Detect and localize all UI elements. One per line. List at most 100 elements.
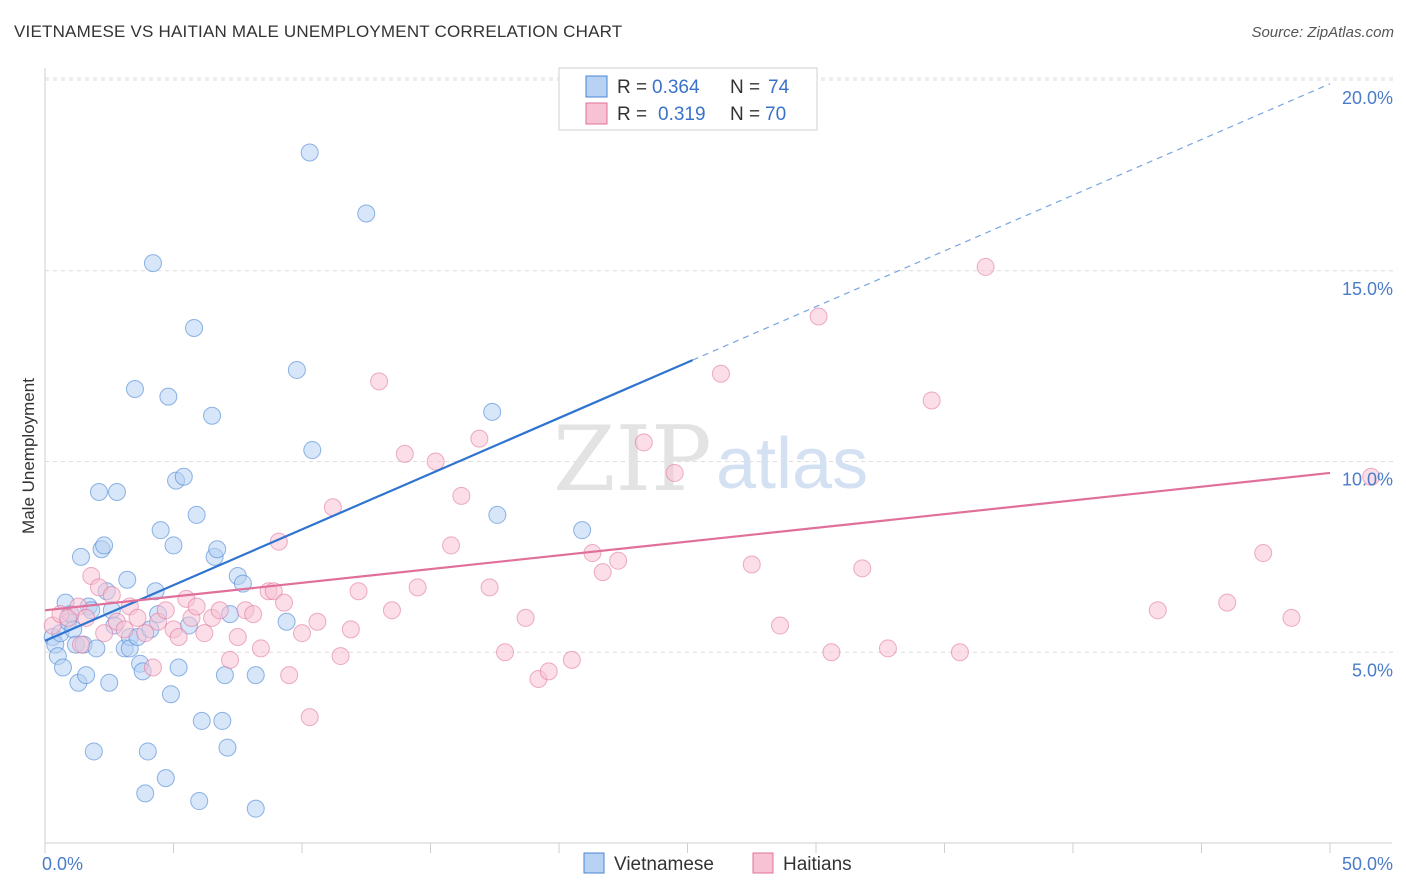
vietnamese-point (190, 792, 209, 811)
y-axis-label: Male Unemployment (19, 378, 38, 534)
legend-bottom-vietnamese: Vietnamese (614, 854, 714, 875)
vietnamese-point (303, 441, 322, 460)
haitians-point (516, 608, 535, 627)
haitians-point (382, 601, 401, 620)
haitians-point (136, 624, 155, 643)
vietnamese-point (187, 505, 206, 524)
haitians-point (293, 624, 311, 643)
haitians-point (742, 555, 761, 574)
vietnamese-point (164, 536, 183, 555)
legend-bottom-haitians: Haitians (783, 854, 852, 875)
legend-bottom-swatch-vietnamese (583, 852, 605, 874)
vietnamese-point (136, 784, 155, 803)
haitians-point (349, 582, 368, 601)
haitians-point (228, 627, 247, 646)
legend-n-label-haitians: N = (730, 104, 760, 125)
vietnamese-point (143, 254, 162, 273)
haitians-point (634, 433, 653, 452)
legend-bottom-swatch-haitians (752, 852, 774, 874)
haitians-point (331, 647, 350, 666)
vietnamese-point (161, 685, 180, 704)
y-tick-label-5: 5.0% (1352, 660, 1393, 680)
trend-lines (44, 83, 1331, 642)
legend-r-label-haitians: R = (617, 104, 647, 125)
haitians-point (143, 658, 162, 677)
vietnamese-point (192, 711, 211, 730)
haitians-point (480, 578, 499, 597)
tick-labels: 5.0% 10.0% 15.0% 20.0% 0.0% 50.0% (42, 88, 1393, 874)
haitians-point (71, 635, 90, 654)
haitians-point (221, 650, 240, 669)
legend-r-value-haitians: 0.319 (658, 104, 706, 125)
legend-r-label-vietnamese: R = (617, 77, 647, 98)
legend-n-value-haitians: 70 (765, 104, 786, 125)
watermark-atlas: atlas (716, 424, 868, 504)
haitians-point (442, 536, 461, 555)
haitians-point (210, 601, 229, 620)
vietnamese-point (246, 666, 265, 685)
haitians-point (1218, 593, 1237, 612)
y-tick-label-10: 10.0% (1342, 470, 1393, 490)
haitians-point (275, 593, 294, 612)
vietnamese-point (84, 742, 103, 761)
haitians-point (244, 605, 263, 624)
haitians-point (822, 643, 841, 662)
vietnamese-point (483, 402, 502, 421)
source-credit: Source: ZipAtlas.com (1251, 24, 1394, 41)
vietnamese-point (100, 673, 119, 692)
haitians-point (665, 463, 684, 482)
haitians-point (1282, 608, 1301, 627)
vietnamese-point (95, 536, 114, 555)
haitians-trend-line (44, 471, 1331, 612)
haitians-point (539, 662, 558, 681)
haitians-point (115, 620, 134, 639)
haitians-point (308, 612, 327, 631)
haitians-point (95, 624, 114, 643)
vietnamese-trend-line (44, 359, 694, 642)
haitians-point (187, 597, 206, 616)
legend-n-value-vietnamese: 74 (768, 77, 790, 98)
haitians-point (370, 372, 389, 391)
vietnamese-point (185, 318, 204, 337)
haitians-point (878, 639, 897, 658)
vietnamese-point (357, 204, 376, 223)
vietnamese-point (213, 711, 232, 730)
vietnamese-point (125, 380, 144, 399)
haitians-points (43, 257, 1381, 727)
vietnamese-point (138, 742, 157, 761)
haitians-point (128, 608, 147, 627)
vietnamese-point (89, 483, 108, 502)
haitians-point (59, 608, 78, 627)
haitians-point (426, 452, 445, 471)
vietnamese-point (87, 639, 106, 658)
haitians-point (809, 307, 828, 326)
haitians-point (950, 643, 969, 662)
vietnamese-point (287, 360, 306, 379)
vietnamese-point (203, 406, 222, 425)
haitians-point (976, 257, 995, 276)
watermark: ZIP atlas (553, 407, 868, 512)
legend-stats: R = 0.364 N = 74 R = 0.319 N = 70 (558, 67, 818, 131)
vietnamese-point (53, 658, 72, 677)
vietnamese-point (156, 769, 175, 788)
vietnamese-point (215, 666, 234, 685)
legend-swatch-haitians (585, 102, 608, 125)
haitians-point (1148, 601, 1167, 620)
haitians-point (251, 639, 270, 658)
vietnamese-point (573, 521, 592, 540)
vietnamese-point (77, 666, 96, 685)
vietnamese-point (151, 521, 170, 540)
axes (44, 68, 1392, 853)
haitians-point (711, 364, 730, 383)
watermark-zip: ZIP (553, 407, 712, 512)
haitians-point (1254, 544, 1273, 563)
haitians-point (771, 616, 790, 635)
haitians-point (593, 563, 612, 582)
legend-n-label-vietnamese: N = (730, 77, 760, 98)
vietnamese-point (218, 738, 237, 757)
haitians-point (195, 624, 214, 643)
vietnamese-point (246, 799, 265, 818)
haitians-point (470, 429, 489, 448)
haitians-point (496, 643, 515, 662)
vietnamese-point (107, 483, 126, 502)
